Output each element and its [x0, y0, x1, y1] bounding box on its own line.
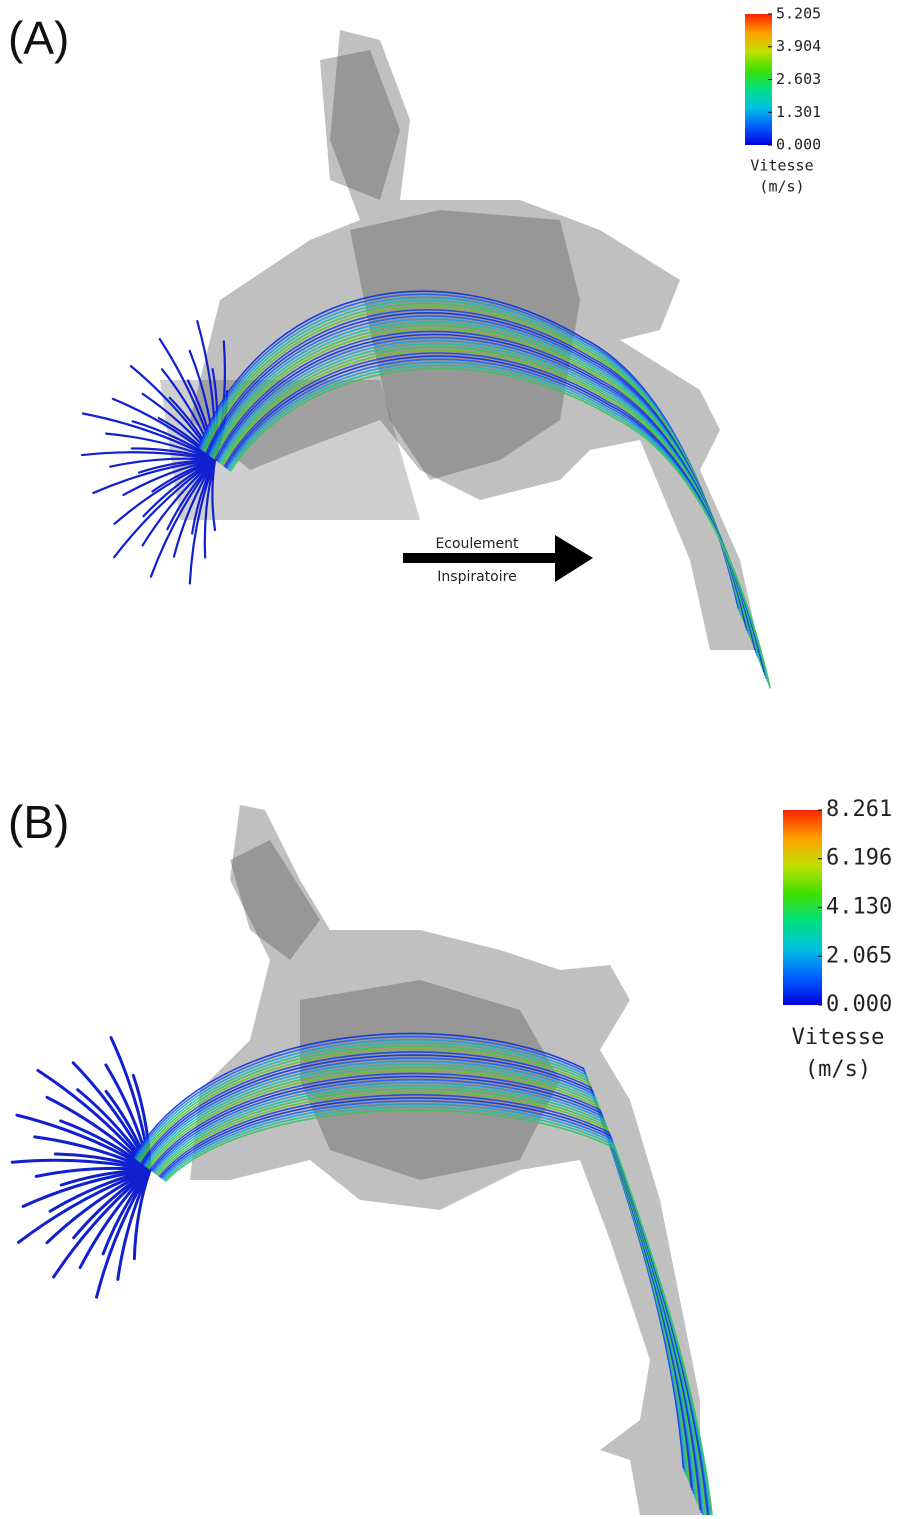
streamline: [105, 432, 217, 462]
streamline: [149, 458, 217, 578]
streamline: [80, 451, 217, 462]
anatomy-b: [190, 805, 700, 1515]
airway-volume: [190, 805, 700, 1515]
frontal-volume: [230, 840, 320, 960]
streamline: [17, 1168, 152, 1244]
streamline: [229, 367, 772, 689]
colorbar-tick-label: 0.000: [826, 992, 892, 1017]
streamline: [52, 1168, 152, 1279]
streamline: [95, 1168, 152, 1299]
streamline: [164, 1109, 714, 1519]
streamlines-a: [80, 290, 772, 689]
streamline: [109, 457, 217, 468]
colorbar-tick-label: 5.205: [776, 5, 821, 23]
arrow-label: Inspiratoire: [437, 569, 516, 585]
colorbar-tick-label: 6.196: [826, 846, 892, 871]
streamline: [141, 458, 217, 547]
colorbar-title: Vitesse: [792, 1025, 885, 1050]
streamline: [113, 458, 217, 559]
streamline: [21, 1168, 152, 1208]
streamline: [172, 458, 217, 558]
colorbar-tick-label: 3.904: [776, 37, 821, 55]
arrow-label: Ecoulement: [435, 536, 519, 552]
colorbar: [745, 14, 772, 145]
panel-label: (A): [8, 12, 69, 64]
arrow-head: [555, 535, 593, 582]
streamline: [45, 1168, 152, 1245]
colorbar-title: Vitesse: [750, 157, 813, 175]
frontal-volume: [320, 50, 400, 200]
colorbar-tick-label: 0.000: [776, 136, 821, 154]
colorbar-unit: (m/s): [759, 178, 804, 196]
streamline: [92, 458, 217, 495]
colorbar: [783, 810, 822, 1005]
colorbar-tick-label: 2.603: [776, 70, 821, 88]
streamline: [15, 1113, 152, 1172]
arrow-shaft: [403, 553, 558, 563]
colorbar-tick-label: 1.301: [776, 103, 821, 121]
flow-arrow: Ecoulement Inspiratoire: [403, 535, 593, 585]
streamline: [81, 412, 217, 462]
panel-label: (B): [8, 796, 69, 848]
streamline: [188, 458, 217, 585]
streamline: [113, 458, 217, 525]
colorbar-tick-label: 8.261: [826, 797, 892, 822]
colorbar-unit: (m/s): [805, 1057, 871, 1082]
streamlines-b: [10, 1032, 714, 1519]
colorbar-tick-label: 2.065: [826, 943, 892, 968]
streamline: [10, 1158, 152, 1172]
colorbar-tick-label: 4.130: [826, 895, 892, 920]
